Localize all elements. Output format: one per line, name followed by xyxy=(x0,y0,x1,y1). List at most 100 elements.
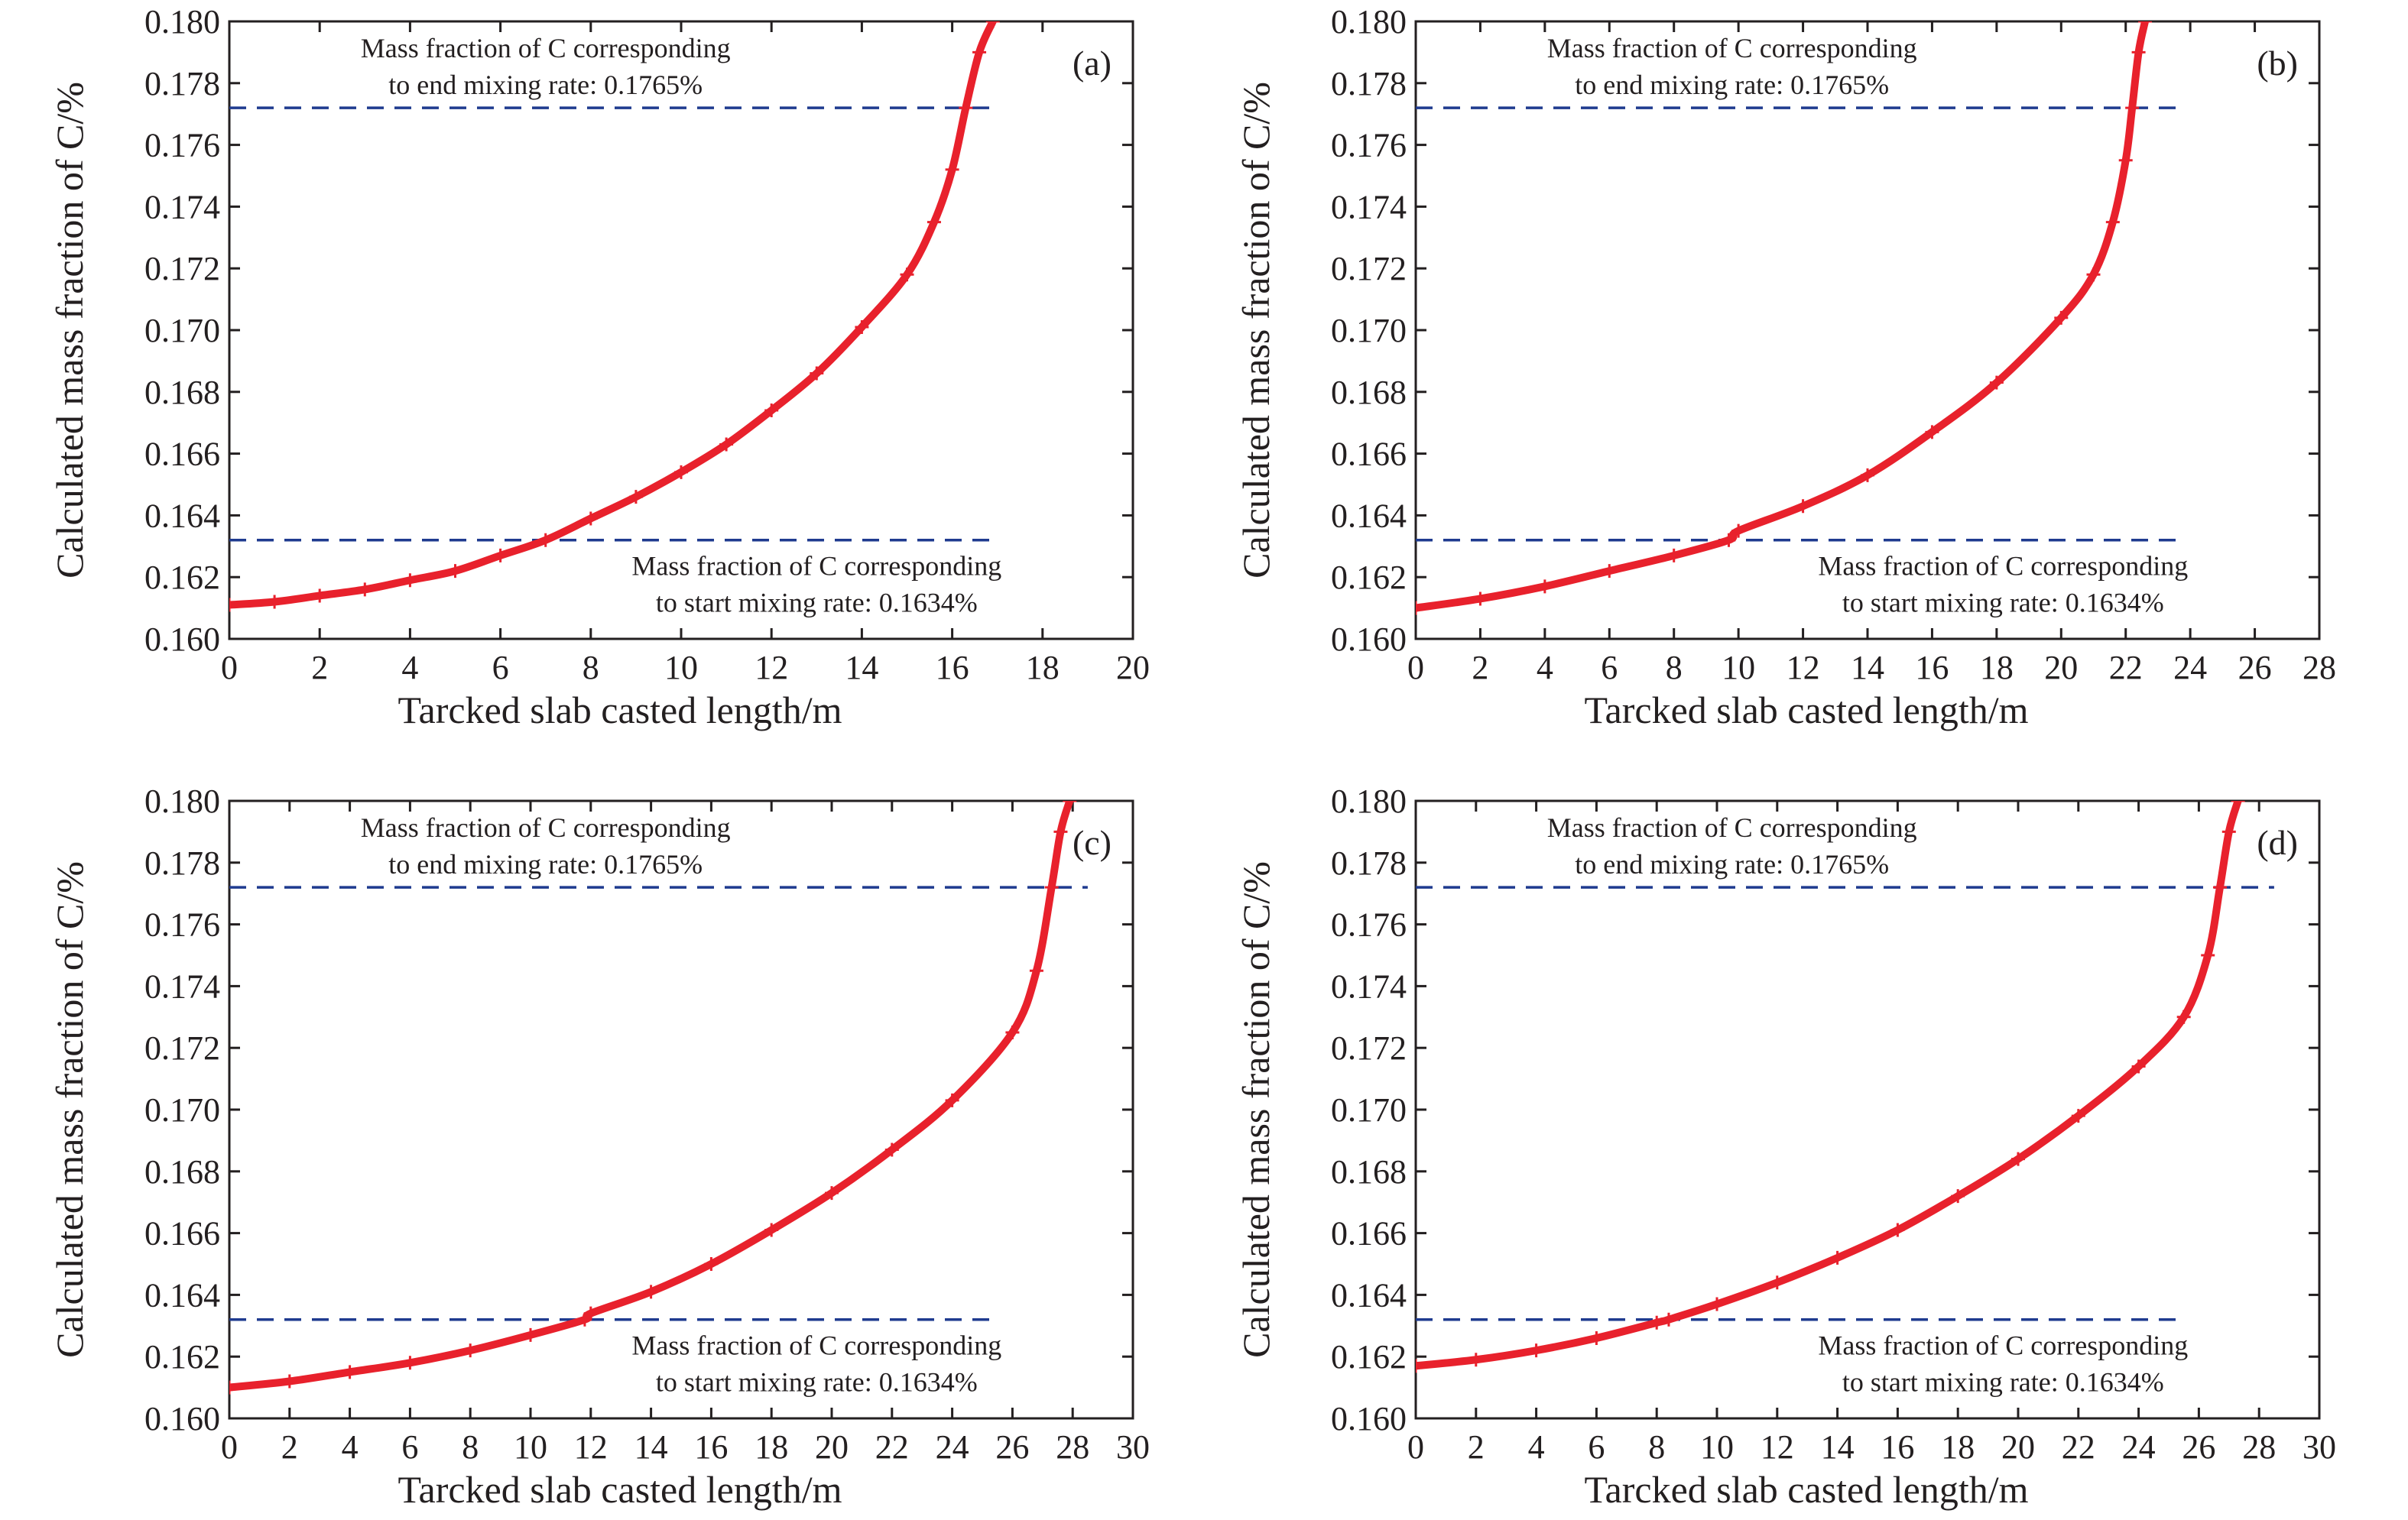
y-tick-label: 0.162 xyxy=(1331,559,1407,596)
x-tick-label: 6 xyxy=(1601,649,1618,686)
chart-panel: 0 2 4 6 8 10 12 14 16 18 20 22 24 26 28 300.1600.1620.1… xyxy=(1235,783,2336,1511)
data-point xyxy=(945,1093,959,1107)
x-tick-label: 20 xyxy=(815,1428,849,1466)
data-point xyxy=(463,1343,478,1358)
x-tick-label: 20 xyxy=(1116,649,1150,686)
x-tick-label: 20 xyxy=(2001,1428,2035,1466)
reference-annotation-line2: to end mixing rate: 0.1765% xyxy=(1575,70,1889,100)
x-axis-title: Tarcked slab casted length/m xyxy=(1584,689,2028,731)
reference-annotation-line2: to start mixing rate: 0.1634% xyxy=(656,588,978,618)
panel-label: (a) xyxy=(1073,44,1112,83)
x-tick-label: 10 xyxy=(1700,1428,1734,1466)
x-tick-label: 24 xyxy=(2122,1428,2156,1466)
x-tick-label: 22 xyxy=(2109,649,2143,686)
y-tick-label: 0.170 xyxy=(1331,312,1407,349)
y-tick-label: 0.178 xyxy=(144,844,220,882)
data-point xyxy=(342,1365,357,1379)
data-point xyxy=(1722,533,1736,547)
reference-annotation-line2: to end mixing rate: 0.1765% xyxy=(1575,849,1889,880)
data-point xyxy=(2054,310,2069,325)
x-tick-label: 14 xyxy=(845,649,878,686)
data-point xyxy=(2071,1109,2085,1123)
x-tick-label: 10 xyxy=(1722,649,1755,686)
data-point xyxy=(2138,21,2153,28)
data-point xyxy=(1416,1359,1423,1373)
data-point xyxy=(2131,45,2146,60)
data-series xyxy=(229,801,1077,1395)
x-tick-label: 8 xyxy=(583,649,599,686)
chart-panel: 0 2 4 6 8 10 12 14 16 18 20 22 24 26 28 300.1600.1620.1… xyxy=(48,783,1150,1511)
reference-annotation-line1: Mass fraction of C corresponding xyxy=(1547,33,1917,63)
reference-annotation-line1: Mass fraction of C corresponding xyxy=(631,1330,1001,1361)
x-tick-label: 6 xyxy=(401,1428,418,1466)
y-tick-label: 0.166 xyxy=(144,436,220,473)
data-point xyxy=(358,582,372,597)
y-tick-label: 0.180 xyxy=(1331,783,1407,820)
x-tick-label: 14 xyxy=(1821,1428,1855,1466)
reference-annotation-line1: Mass fraction of C corresponding xyxy=(1818,1330,2188,1361)
y-tick-label: 0.174 xyxy=(1331,967,1407,1005)
x-tick-label: 28 xyxy=(2242,1428,2276,1466)
y-axis-title: Calculated mass fraction of C/% xyxy=(1235,82,1277,579)
reference-annotation-line1: Mass fraction of C corresponding xyxy=(361,33,731,63)
series-curve xyxy=(1416,21,2150,612)
data-point xyxy=(855,319,869,334)
data-point xyxy=(1890,1223,1905,1237)
y-tick-label: 0.180 xyxy=(144,783,220,820)
data-point xyxy=(1473,591,1488,606)
data-point xyxy=(764,403,779,418)
data-point xyxy=(1925,425,1939,439)
data-point xyxy=(1005,1026,1020,1039)
y-tick-label: 0.176 xyxy=(1331,127,1407,164)
data-point xyxy=(268,595,282,609)
data-point xyxy=(229,598,236,612)
data-point xyxy=(719,437,734,452)
y-tick-label: 0.160 xyxy=(1331,1400,1407,1437)
data-point xyxy=(825,1186,839,1201)
data-point xyxy=(2221,825,2236,839)
data-point xyxy=(704,1257,719,1271)
y-tick-label: 0.170 xyxy=(144,312,220,349)
y-tick-label: 0.178 xyxy=(1331,844,1407,882)
data-point xyxy=(583,511,598,526)
data-point xyxy=(1537,579,1552,594)
x-tick-label: 18 xyxy=(1980,649,2014,686)
x-tick-label: 14 xyxy=(1851,649,1884,686)
data-point xyxy=(2212,880,2227,895)
y-tick-label: 0.168 xyxy=(144,1153,220,1191)
y-axis-title: Calculated mass fraction of C/% xyxy=(48,82,91,579)
y-tick-label: 0.176 xyxy=(144,127,220,164)
x-tick-label: 0 xyxy=(221,649,238,686)
chart-panel: 0 2 4 6 8 10 12 14 16 18 20 0.160 0.162 0.164 0.166 0.1… xyxy=(48,3,1150,731)
x-tick-label: 4 xyxy=(401,649,418,686)
x-tick-label: 12 xyxy=(1787,649,1820,686)
y-tick-label: 0.166 xyxy=(1331,1215,1407,1253)
y-tick-label: 0.172 xyxy=(144,1029,220,1067)
data-point xyxy=(448,564,462,579)
x-tick-label: 26 xyxy=(2238,649,2272,686)
data-point xyxy=(1770,1275,1784,1290)
data-point xyxy=(2131,1059,2146,1074)
y-tick-label: 0.164 xyxy=(1331,497,1407,534)
data-point xyxy=(1468,1353,1483,1367)
y-axis-title: Calculated mass fraction of C/% xyxy=(1235,861,1277,1358)
reference-annotation-line2: to start mixing rate: 0.1634% xyxy=(656,1367,978,1398)
x-tick-label: 22 xyxy=(875,1428,909,1466)
data-point xyxy=(2176,1010,2191,1024)
data-point xyxy=(2201,948,2215,962)
x-tick-label: 0 xyxy=(1407,649,1424,686)
data-point xyxy=(1710,1297,1724,1311)
data-point xyxy=(945,162,959,177)
plot-frame xyxy=(1414,20,2321,640)
data-point xyxy=(628,490,643,504)
data-point xyxy=(1861,468,1874,482)
x-tick-label: 12 xyxy=(755,649,788,686)
x-tick-label: 6 xyxy=(1588,1428,1605,1466)
y-tick-label: 0.178 xyxy=(144,65,220,102)
reference-annotation-line1: Mass fraction of C corresponding xyxy=(1547,812,1917,843)
x-tick-label: 20 xyxy=(2044,649,2078,686)
y-tick-label: 0.160 xyxy=(1331,621,1407,658)
y-tick-label: 0.168 xyxy=(1331,374,1407,411)
x-tick-label: 24 xyxy=(936,1428,969,1466)
